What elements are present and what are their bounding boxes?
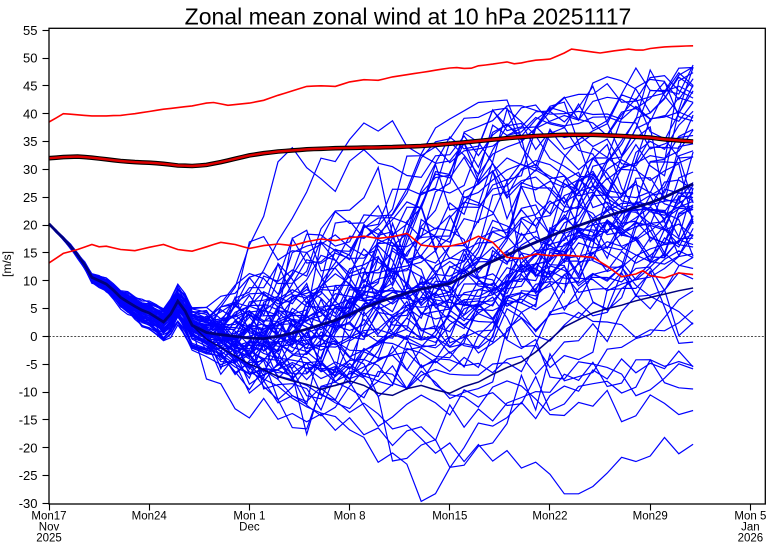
svg-text:Mon 5: Mon 5 [734,511,766,523]
svg-text:[m/s]: [m/s] [0,251,14,277]
svg-text:2026: 2026 [738,533,764,545]
svg-text:30: 30 [23,162,37,177]
svg-text:Mon29: Mon29 [633,511,668,523]
svg-text:Mon 8: Mon 8 [334,511,366,523]
svg-text:15: 15 [23,246,37,261]
svg-text:-20: -20 [19,440,38,455]
svg-text:-10: -10 [19,385,38,400]
svg-text:0: 0 [30,329,37,344]
svg-text:Jan: Jan [741,522,760,534]
svg-text:Zonal mean zonal wind at 10 hP: Zonal mean zonal wind at 10 hPa 20251117 [185,4,632,30]
svg-text:10: 10 [23,273,37,288]
svg-text:Mon 1: Mon 1 [233,511,265,523]
svg-text:-30: -30 [19,496,38,511]
svg-text:25: 25 [23,190,37,205]
svg-text:5: 5 [30,301,37,316]
svg-text:Mon15: Mon15 [432,511,467,523]
svg-text:50: 50 [23,51,37,66]
svg-text:-15: -15 [19,413,38,428]
svg-text:45: 45 [23,78,37,93]
svg-text:2025: 2025 [36,533,62,545]
svg-text:Mon24: Mon24 [132,511,168,523]
svg-text:Mon17: Mon17 [31,511,66,523]
svg-text:55: 55 [23,23,37,38]
svg-text:35: 35 [23,134,37,149]
svg-text:40: 40 [23,106,37,121]
svg-text:Mon22: Mon22 [532,511,567,523]
svg-text:-5: -5 [26,357,38,372]
svg-text:Nov: Nov [39,522,60,534]
svg-text:Dec: Dec [239,522,260,534]
svg-text:-25: -25 [19,468,38,483]
svg-text:20: 20 [23,218,37,233]
